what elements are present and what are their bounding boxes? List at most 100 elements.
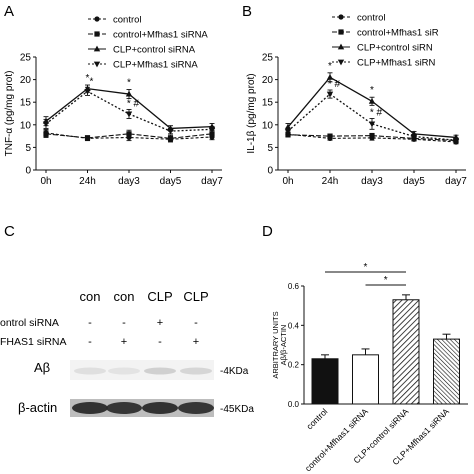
series-line (287, 133, 457, 143)
significance-mark: * # (127, 98, 140, 109)
legend-label: control (113, 15, 142, 26)
band-abeta (74, 367, 106, 375)
legend-marker (94, 31, 100, 37)
treatment-mark: - (158, 336, 162, 348)
treatment-label: ontrol siRNA (0, 317, 59, 329)
y-axis-label: TNF-α (pg/mg prot) (4, 71, 15, 157)
x-tick-label: 24h (79, 176, 96, 187)
legend-marker (93, 61, 101, 68)
data-point (84, 135, 91, 141)
y-tick-label: 5 (25, 143, 31, 154)
band-label-beta-actin: β-actin (18, 400, 57, 415)
series-line (45, 132, 213, 140)
data-point (42, 121, 50, 128)
legend-marker (93, 45, 101, 52)
data-point (285, 132, 291, 138)
significance-mark: * (370, 85, 374, 96)
legend-marker (337, 59, 345, 66)
band-beta-actin (142, 402, 178, 414)
data-point (167, 135, 174, 141)
series-line (287, 93, 457, 141)
significance-mark: * (384, 275, 388, 286)
data-point (327, 133, 333, 139)
data-point (452, 137, 460, 144)
band-beta-actin (106, 402, 142, 414)
significance-mark: * # (328, 79, 341, 90)
legend-marker (338, 14, 344, 20)
data-point (84, 88, 91, 95)
significance-mark: * (86, 73, 90, 84)
lane-label: con (80, 289, 101, 304)
treatment-label: FHAS1 siRNA (0, 336, 67, 348)
data-point (43, 131, 49, 137)
data-point (326, 91, 334, 98)
bar (352, 354, 379, 405)
x-tick-label: 0h (40, 176, 51, 187)
y-tick-label: 0.4 (288, 321, 300, 330)
y-tick-label: 0.0 (288, 400, 300, 409)
western-blot: con con CLP CLP ontrol siRNA - - + - FHAS1 siRNA -… (0, 289, 254, 417)
bar (311, 358, 339, 405)
y-axis-label: ARBITRARY UNITS (271, 311, 280, 378)
panel-letter-c: C (4, 223, 15, 240)
treatment-mark: + (193, 336, 199, 348)
x-tick-label: day5 (403, 176, 425, 187)
y-tick-label: 20 (262, 75, 274, 86)
significance-mark: * (127, 78, 131, 89)
panel-letter-a: A (4, 3, 14, 20)
lane-label: CLP (183, 289, 208, 304)
treatment-mark: + (157, 317, 163, 329)
y-tick-label: 15 (262, 98, 274, 109)
data-point (368, 97, 376, 104)
legend-marker (94, 16, 100, 22)
y-tick-label: 0 (267, 166, 273, 177)
blot-strip (70, 360, 214, 380)
x-tick-label: 24h (322, 176, 339, 187)
legend-label: CLP+Mfhas1 siRNA (113, 60, 198, 71)
y-tick-label: 15 (20, 98, 32, 109)
bar-chart-abeta-ratio: 0.0 0.2 0.4 0.6 ARBITRARY UNITS Aβ/β-ACTIN con… (271, 262, 468, 473)
significance-mark: * # (370, 107, 383, 118)
significance-mark: * (364, 262, 368, 273)
treatment-mark: - (88, 317, 92, 329)
panel-letter-b: B (242, 3, 252, 20)
legend-marker (337, 43, 345, 50)
bar (433, 338, 460, 405)
band-beta-actin (178, 402, 214, 414)
legend-label: control+Mfhas1 siRNA (113, 30, 208, 41)
data-point (326, 73, 334, 80)
x-tick-label: day5 (160, 176, 182, 187)
data-point (125, 111, 133, 118)
x-tick-label: day3 (118, 176, 140, 187)
treatment-mark: - (194, 317, 198, 329)
data-point (284, 128, 292, 135)
x-tick-label: day3 (361, 176, 383, 187)
legend-label: CLP+control siRN (357, 43, 433, 54)
data-point (208, 126, 216, 133)
x-tick-label: control (304, 406, 329, 431)
band-label-abeta: Aβ (34, 360, 50, 375)
data-point (125, 90, 133, 97)
x-tick-label: day7 (201, 176, 223, 187)
y-tick-label: 25 (262, 53, 274, 64)
significance-mark: * (90, 76, 94, 87)
legend-label: CLP+Mfhas1 siRN (357, 58, 436, 69)
band-beta-actin (72, 402, 108, 414)
y-tick-label: 0.6 (288, 282, 300, 291)
data-point (369, 133, 375, 139)
lane-label: CLP (147, 289, 172, 304)
treatment-mark: - (88, 336, 92, 348)
line-chart-tnf-alpha: 0 5 10 15 20 25 0h 24h day3 day5 day7 TNF-α (pg/mg … (4, 15, 223, 188)
bar (392, 299, 420, 405)
y-tick-label: 25 (20, 53, 32, 64)
legend-label: control+Mfhas1 siR (357, 28, 439, 39)
y-tick-label: 10 (20, 120, 32, 131)
y-axis-label: IL-1β (pg/mg prot) (246, 73, 257, 153)
legend-label: control (357, 13, 386, 24)
x-tick-label: day7 (445, 176, 467, 187)
significance-mark: * (328, 61, 332, 72)
y-tick-label: 0.2 (288, 361, 300, 370)
y-tick-label: 5 (267, 143, 273, 154)
treatment-mark: - (122, 317, 126, 329)
